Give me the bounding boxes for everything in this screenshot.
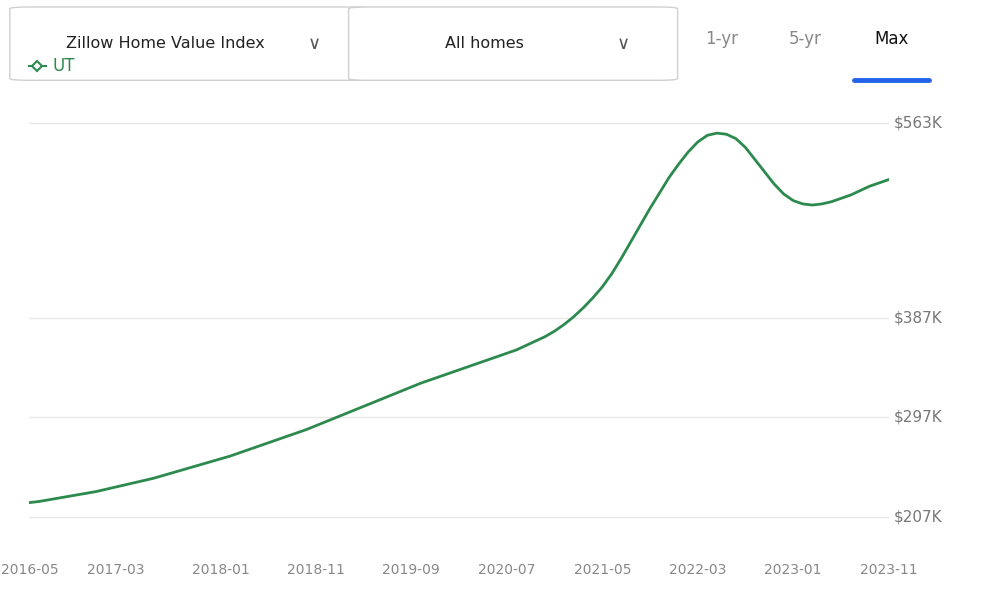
Text: 5-yr: 5-yr	[789, 30, 822, 48]
Text: $563K: $563K	[894, 116, 943, 131]
Text: 2021-05: 2021-05	[573, 563, 631, 577]
Text: 2023-01: 2023-01	[765, 563, 822, 577]
Text: 2018-01: 2018-01	[191, 563, 249, 577]
Text: $207K: $207K	[894, 509, 943, 524]
Text: All homes: All homes	[445, 36, 523, 51]
Text: ∨: ∨	[617, 35, 629, 52]
FancyBboxPatch shape	[349, 7, 678, 80]
Text: Max: Max	[874, 30, 909, 48]
Text: 2022-03: 2022-03	[669, 563, 727, 577]
Text: UT: UT	[52, 57, 75, 75]
Text: 2019-09: 2019-09	[382, 563, 440, 577]
Text: 2018-11: 2018-11	[287, 563, 345, 577]
FancyBboxPatch shape	[10, 7, 373, 80]
Text: 1-yr: 1-yr	[705, 30, 738, 48]
Text: $297K: $297K	[894, 410, 943, 425]
Text: ∨: ∨	[308, 35, 321, 52]
Text: 2017-03: 2017-03	[86, 563, 144, 577]
Text: Zillow Home Value Index: Zillow Home Value Index	[66, 36, 265, 51]
Text: 2016-05: 2016-05	[1, 563, 58, 577]
Text: 2020-07: 2020-07	[478, 563, 535, 577]
Text: $387K: $387K	[894, 311, 943, 325]
Text: 2023-11: 2023-11	[860, 563, 917, 577]
